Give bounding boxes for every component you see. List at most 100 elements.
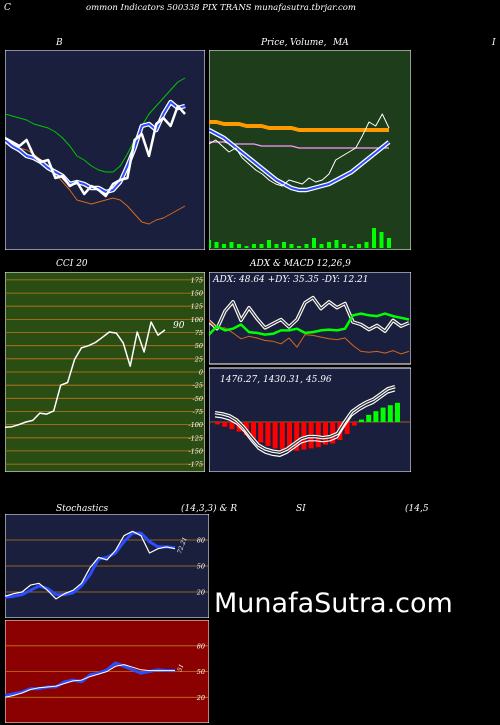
price-panel: [209, 50, 411, 250]
rsi-tick-label: 80: [197, 642, 205, 650]
cci-panel: 175 150 125 100 75 50 25 0 -25 -50 -75 -100 -125 -150…: [5, 272, 205, 472]
price-ma-long: [209, 120, 389, 132]
cci-tick-label: -125: [188, 434, 203, 442]
minus-di-line: [209, 319, 410, 355]
adx-macd-panel: [209, 272, 411, 472]
cci-tick-label: 50: [195, 342, 203, 350]
stoch-panel: 80 50 20 72.21: [5, 514, 209, 618]
volume-bar: [342, 244, 346, 248]
cci-tick-label: -100: [188, 421, 203, 429]
price-ma-mid: [209, 141, 389, 149]
volume-bar: [387, 238, 391, 248]
volume-bar: [357, 244, 361, 248]
macd-histogram-bar: [251, 422, 256, 439]
cci-tick-label: -75: [193, 408, 203, 416]
cci-tick-label: 25: [194, 355, 203, 363]
cci-tick-label: 100: [191, 316, 203, 324]
rsi-value-label: 51: [176, 663, 185, 673]
price-line: [209, 113, 390, 187]
bollinger-chart: [5, 50, 205, 250]
price-label-b: Volume,: [290, 38, 327, 48]
macd-histogram-bar: [215, 422, 220, 425]
volume-bar: [259, 244, 264, 248]
macd-histogram-bar: [301, 422, 307, 450]
cci-tick-label: 75: [195, 329, 203, 337]
macd-histogram-bar: [330, 422, 336, 444]
macd-histogram-bar: [279, 422, 285, 450]
macd-histogram-bar: [380, 407, 386, 422]
volume-bar: [267, 240, 271, 248]
rsi-params: (14,5: [405, 504, 429, 514]
macd-histogram-bar: [359, 419, 364, 422]
cci-chart: 175 150 125 100 75 50 25 0 -25 -50 -75 -100 -125 -150…: [5, 272, 205, 472]
cci-tick-label: -50: [193, 395, 203, 403]
adx-readout: ADX: 48.64 +DY: 35.35 -DY: 12.21: [213, 275, 369, 285]
stoch-tick-label: 50: [197, 563, 205, 571]
rsi-signal-line: [5, 664, 175, 698]
macd-histogram-bar: [222, 422, 228, 427]
bollinger-label: B: [56, 38, 63, 48]
cci-label: CCI 20: [56, 259, 88, 269]
cci-tick-label: 150: [191, 290, 203, 298]
macd-histogram-bar: [351, 422, 357, 426]
adx-macd-label: ADX & MACD 12,26,9: [250, 259, 351, 269]
stoch-label: Stochastics: [56, 504, 109, 514]
volume-bar: [289, 244, 294, 248]
macd-histogram-bar: [373, 411, 379, 422]
bollinger-price-line: [5, 104, 186, 198]
volume-bar: [334, 240, 339, 248]
price-chart: [209, 50, 411, 250]
macd-histogram-bar: [323, 422, 328, 445]
volume-bar: [312, 238, 316, 248]
bollinger-panel: [5, 50, 205, 250]
header-title: ommon Indicators 500338 PIX TRANS munafa…: [86, 3, 356, 13]
macd-histogram-bar: [258, 422, 264, 443]
adx-line: [209, 297, 410, 332]
cci-tick-label: 125: [191, 303, 203, 311]
cci-value-label: 90: [173, 321, 185, 331]
macd-histogram-bar: [395, 402, 400, 422]
stoch-tick-label: 80: [197, 537, 205, 545]
volume-bar: [252, 244, 256, 248]
rsi-tick-label: 20: [196, 694, 205, 702]
macd-line: [214, 386, 396, 453]
cci-tick-label: -175: [188, 461, 203, 469]
cci-tick-label: 175: [191, 276, 203, 284]
stoch-tick-label: 20: [196, 589, 205, 597]
watermark: MunafaSutra.com: [214, 588, 453, 619]
adx-macd-chart: [209, 272, 411, 472]
price-label-c: MA: [333, 38, 349, 48]
macd-histogram-bar: [229, 422, 235, 430]
stoch-d-line: [5, 531, 176, 599]
volume-bar: [274, 244, 279, 248]
bollinger-lower-band: [5, 143, 186, 225]
macd-histogram-bar: [272, 422, 278, 449]
volume-bar: [237, 244, 241, 248]
macd-histogram-bar: [265, 422, 271, 446]
volume-bar: [349, 246, 354, 248]
volume-bar: [282, 242, 286, 248]
volume-bar: [297, 246, 301, 248]
macd-histogram-bar: [387, 405, 393, 422]
cci-line: [5, 321, 166, 429]
cci-tick-label: -150: [188, 447, 203, 455]
cci-tick-label: 0: [199, 369, 203, 377]
price-right-mark: I: [492, 38, 496, 48]
volume-bar: [244, 246, 249, 248]
volume-bar: [364, 242, 369, 248]
volume-bar: [229, 242, 234, 248]
macd-histogram-bar: [294, 422, 300, 451]
macd-histogram-bar: [315, 422, 321, 448]
volume-bar: [327, 242, 331, 248]
volume-bar: [319, 244, 324, 248]
macd-histogram-bar: [287, 422, 292, 451]
volume-bar: [214, 242, 219, 248]
volume-bar: [209, 240, 211, 248]
stoch-params: (14,3,3) & R: [181, 504, 238, 514]
plus-di-line: [209, 312, 410, 336]
rsi-tick-label: 50: [197, 668, 205, 676]
stoch-k-line: [5, 530, 176, 600]
volume-bar: [222, 244, 226, 248]
macd-histogram-bar: [366, 414, 372, 422]
